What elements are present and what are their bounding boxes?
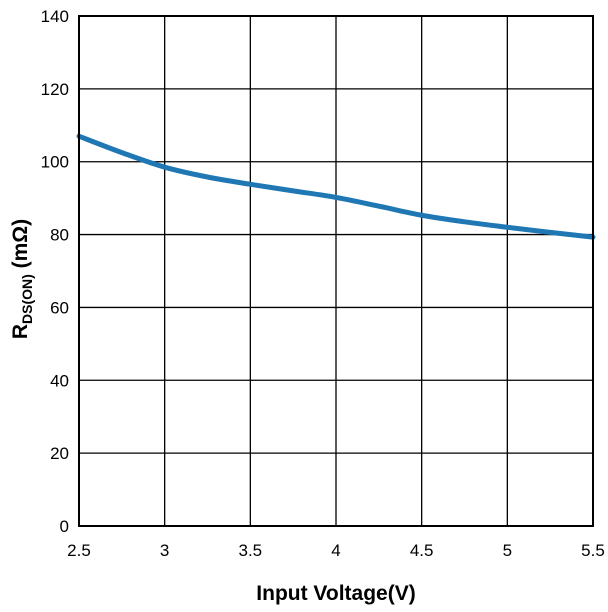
- x-axis-title: Input Voltage(V): [256, 582, 415, 605]
- y-tick-label: 100: [41, 153, 69, 172]
- y-tick-label: 60: [50, 298, 69, 317]
- x-tick-label: 5: [503, 541, 512, 560]
- y-tick-label: 140: [41, 7, 69, 26]
- y-axis-title-unit: (mΩ): [9, 219, 32, 274]
- grid-lines: [78, 15, 594, 527]
- x-tick-label: 2.5: [67, 541, 91, 560]
- y-tick-label: 20: [50, 444, 69, 463]
- x-tick-label: 4: [331, 541, 340, 560]
- series-layer: [76, 133, 596, 240]
- plot-area-frame: [78, 15, 594, 527]
- x-tick-label: 4.5: [410, 541, 434, 560]
- x-tick-label: 3.5: [239, 541, 263, 560]
- y-tick-label: 80: [50, 226, 69, 245]
- series-line: [76, 133, 596, 240]
- y-axis-title-main: R: [9, 324, 32, 339]
- y-axis-title: RDS(ON) (mΩ): [9, 219, 35, 339]
- y-axis-title-subscript: DS(ON): [19, 274, 35, 324]
- y-axis-tick-labels: 0 20 40 60 80 100 120 140: [41, 7, 69, 536]
- y-tick-label: 120: [41, 80, 69, 99]
- x-axis-tick-labels: 2.5 3 3.5 4 4.5 5 5.5: [67, 541, 605, 560]
- y-tick-label: 0: [60, 517, 69, 536]
- x-tick-label: 3: [160, 541, 169, 560]
- x-tick-label: 5.5: [581, 541, 605, 560]
- y-tick-label: 40: [50, 371, 69, 390]
